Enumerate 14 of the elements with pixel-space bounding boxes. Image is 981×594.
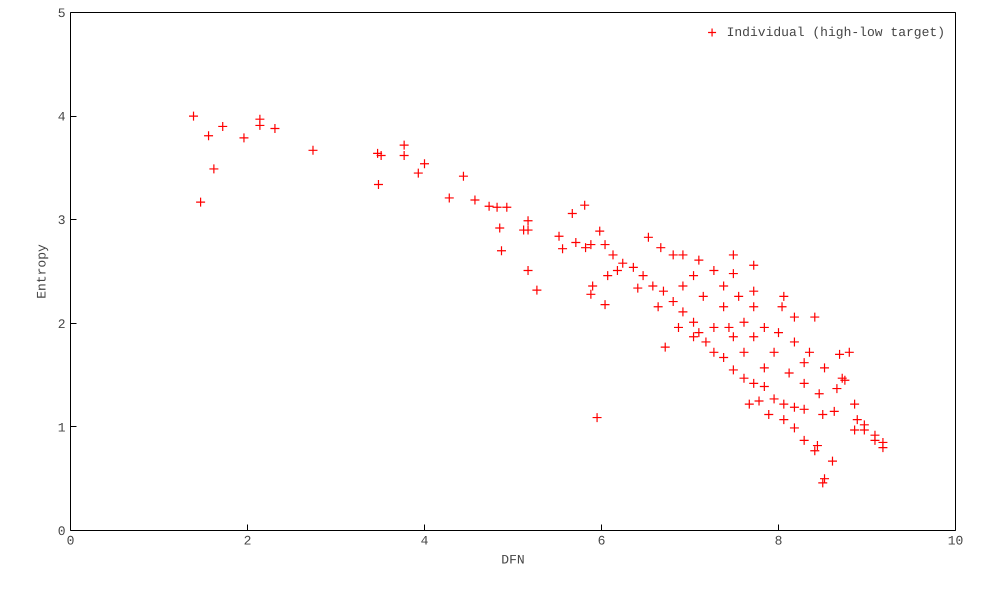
y-axis-title: Entropy: [34, 244, 50, 299]
legend-label: Individual (high-low target): [726, 24, 945, 40]
x-tick-label: 10: [948, 534, 964, 548]
y-tick-label: 0: [58, 524, 66, 539]
x-tick-label: 8: [774, 534, 782, 548]
x-axis-title: DFN: [501, 552, 525, 568]
x-tick-label: 4: [420, 534, 429, 548]
y-tick-label: 5: [58, 6, 66, 21]
y-tick-label: 3: [58, 213, 66, 228]
y-tick-label: 4: [58, 110, 66, 125]
y-tick-label: 2: [58, 316, 66, 332]
y-tick-label: 1: [58, 420, 66, 436]
x-tick-label: 2: [244, 534, 252, 548]
x-tick-label: 6: [598, 534, 606, 548]
